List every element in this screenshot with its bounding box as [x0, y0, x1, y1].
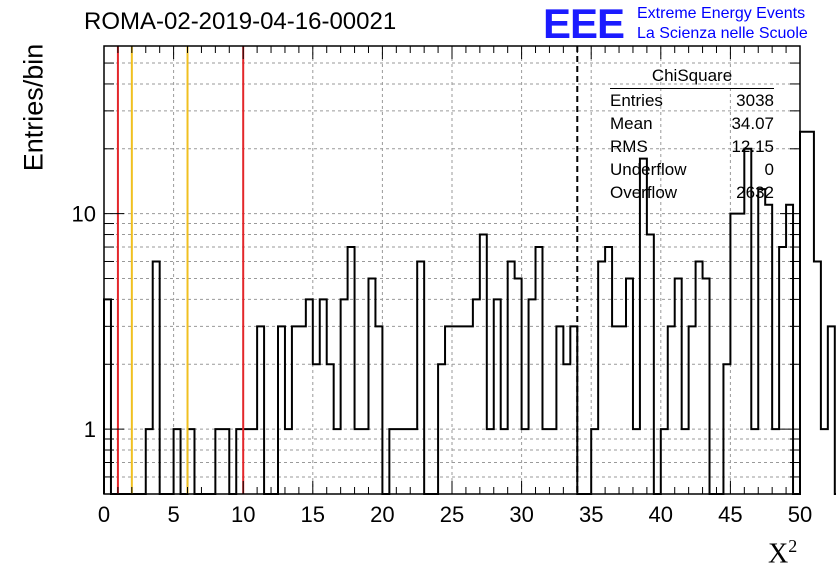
stats-row-label: Entries — [610, 91, 663, 110]
histogram-bin — [807, 132, 814, 494]
x-tick-label: 10 — [231, 502, 255, 527]
x-tick-label: 15 — [301, 502, 325, 527]
project-name: Extreme Energy Events La Scienza nelle S… — [637, 4, 808, 44]
histogram-bin — [445, 326, 452, 494]
histogram-bin — [473, 299, 480, 494]
histogram-bin — [508, 261, 515, 494]
eee-logo: EEE — [543, 1, 625, 43]
histogram-bin — [696, 261, 703, 494]
x-tick-label: 20 — [370, 502, 394, 527]
stats-row: RMS 12.15 — [610, 135, 774, 158]
stats-title: ChiSquare — [610, 66, 774, 89]
histogram-bin — [626, 279, 633, 494]
stats-row-label: Underflow — [610, 160, 687, 179]
y-tick-label: 10 — [72, 202, 96, 227]
histogram-bin — [730, 214, 737, 494]
x-axis-label-superscript: 2 — [788, 536, 798, 556]
y-axis-label: Entries/bin — [18, 43, 49, 172]
histogram-bin — [292, 326, 299, 494]
x-tick-label: 35 — [579, 502, 603, 527]
x-tick-label: 40 — [649, 502, 673, 527]
histogram-bin — [786, 205, 793, 494]
project-name-line1: Extreme Energy Events — [637, 5, 806, 22]
x-tick-label: 30 — [509, 502, 533, 527]
histogram-bin — [800, 132, 807, 494]
histogram-outline — [103, 130, 836, 495]
x-tick-label: 25 — [440, 502, 464, 527]
histogram-bin — [529, 299, 536, 494]
histogram-bin — [619, 326, 626, 494]
histogram-bin — [494, 299, 501, 494]
histogram-bin — [417, 261, 424, 494]
run-title: ROMA-02-2019-04-16-00021 — [84, 8, 397, 35]
histogram-bin — [612, 326, 619, 494]
project-name-line2: La Scienza nelle Scuole — [637, 25, 808, 42]
stats-row-value: 2632 — [736, 183, 774, 202]
stats-row: Entries 3038 — [610, 89, 774, 112]
histogram-bin — [341, 299, 348, 494]
histogram-bin — [104, 299, 111, 494]
histogram-bin — [703, 279, 710, 494]
histogram-bin — [466, 326, 473, 494]
histogram-bin — [515, 279, 522, 494]
stats-row: Overflow 2632 — [610, 181, 774, 204]
histogram-bin — [375, 326, 382, 494]
histogram-bin — [675, 279, 682, 494]
y-tick-label: 1 — [84, 417, 96, 442]
histogram-bin — [605, 247, 612, 494]
histogram-bin — [765, 205, 772, 494]
histogram-bin — [668, 326, 675, 494]
axis-ticks: 0 5 10 15 20 25 30 35 40 45 50 1 10 — [72, 46, 812, 527]
histogram-bin — [689, 326, 696, 494]
histogram-bin — [306, 299, 313, 494]
histogram-bin — [153, 261, 160, 494]
stats-row: Underflow 0 — [610, 158, 774, 181]
stats-row-label: Overflow — [610, 183, 678, 202]
histogram-bin — [821, 429, 828, 494]
histogram-bin — [320, 299, 327, 494]
stats-row-value: 3038 — [736, 91, 774, 110]
stats-row-value: 12.15 — [731, 137, 774, 156]
stats-row-value: 34.07 — [731, 114, 774, 133]
histogram-bin — [814, 261, 821, 494]
x-axis-label-base: X — [768, 538, 789, 570]
histogram-bin — [452, 326, 459, 494]
histogram-bars — [103, 130, 836, 495]
x-tick-label: 45 — [718, 502, 742, 527]
histogram-bin — [828, 326, 835, 494]
histogram-bin — [299, 326, 306, 494]
histogram-bin — [536, 247, 543, 494]
x-tick-label: 0 — [98, 502, 110, 527]
histogram-bin — [779, 247, 786, 494]
histogram-bin — [556, 326, 563, 494]
stats-row-label: Mean — [610, 114, 653, 133]
histogram-bin — [278, 326, 285, 494]
stats-box: ChiSquare Entries 3038 Mean 34.07 RMS 12.15 Un… — [610, 66, 774, 204]
histogram-bin — [737, 214, 744, 494]
svg-text:EEE: EEE — [543, 1, 624, 43]
x-tick-label: 5 — [167, 502, 179, 527]
x-axis-label: X2 — [768, 536, 797, 570]
histogram-bin — [368, 279, 375, 494]
reference-lines — [116, 46, 579, 494]
histogram-bin — [348, 247, 355, 494]
stats-rows: Entries 3038 Mean 34.07 RMS 12.15 Underflow 0 Ov… — [610, 89, 774, 204]
stats-row-value: 0 — [764, 160, 774, 179]
stats-row: Mean 34.07 — [610, 112, 774, 135]
x-tick-label: 50 — [788, 502, 812, 527]
histogram-bin — [598, 261, 605, 494]
histogram-bin — [570, 326, 577, 494]
histogram-bin — [257, 326, 264, 494]
stats-row-label: RMS — [610, 137, 648, 156]
histogram-bin — [459, 326, 466, 494]
